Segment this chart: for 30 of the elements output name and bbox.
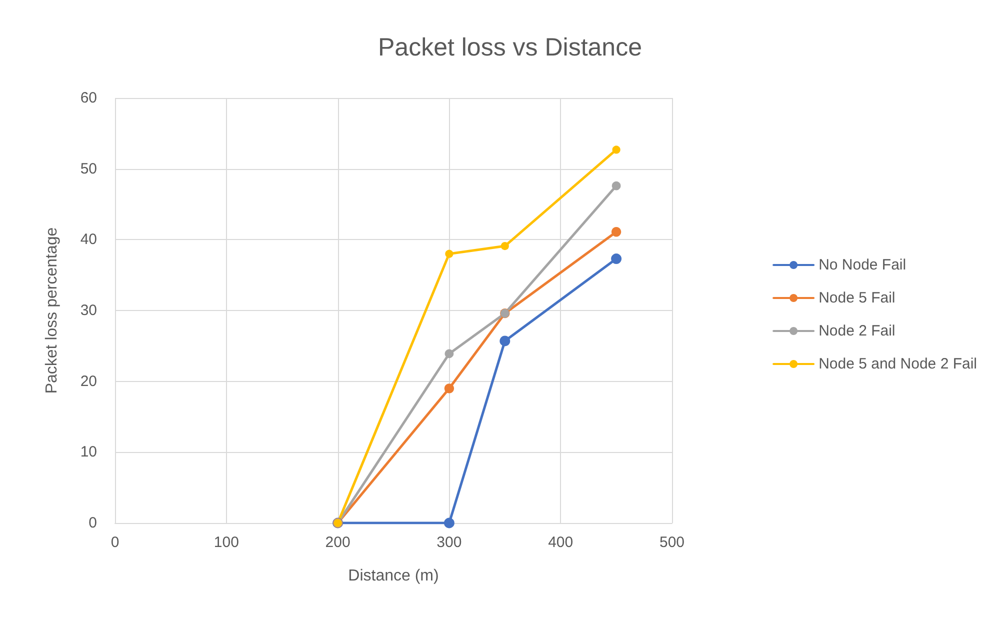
- point: [444, 518, 454, 528]
- x-tick-label: 0: [110, 534, 120, 551]
- x-tick-label: 300: [436, 534, 462, 551]
- legend-label: Node 2 Fail: [818, 322, 896, 340]
- y-tick-label: 50: [80, 160, 97, 178]
- point: [611, 254, 622, 264]
- y-tick-label: 60: [80, 90, 97, 106]
- x-axis-title: Distance (m): [348, 568, 439, 584]
- point: [611, 227, 622, 237]
- point: [445, 250, 454, 258]
- y-tick-label: 40: [80, 231, 97, 248]
- x-tick-label: 400: [548, 534, 574, 551]
- y-axis-title: Packet loss percentage: [44, 227, 60, 394]
- point: [500, 336, 510, 346]
- x-tick-label: 100: [214, 534, 239, 551]
- legend-label: No Node Fail: [818, 256, 906, 274]
- y-tick-label: 30: [80, 302, 97, 319]
- point: [612, 146, 620, 154]
- point: [444, 384, 454, 394]
- x-tick-label: 200: [325, 534, 350, 551]
- point: [500, 242, 509, 250]
- chart-title: Packet loss vs Distance: [378, 34, 642, 62]
- x-tick-label: 500: [659, 534, 685, 551]
- legend-label: Node 5 Fail: [818, 290, 896, 306]
- y-tick-label: 0: [88, 514, 97, 532]
- point: [444, 349, 454, 358]
- y-tick-label: 10: [80, 444, 97, 461]
- legend-label: Node 5 and Node 2 Fail: [818, 356, 977, 372]
- point: [612, 181, 621, 190]
- y-tick-label: 20: [80, 372, 97, 390]
